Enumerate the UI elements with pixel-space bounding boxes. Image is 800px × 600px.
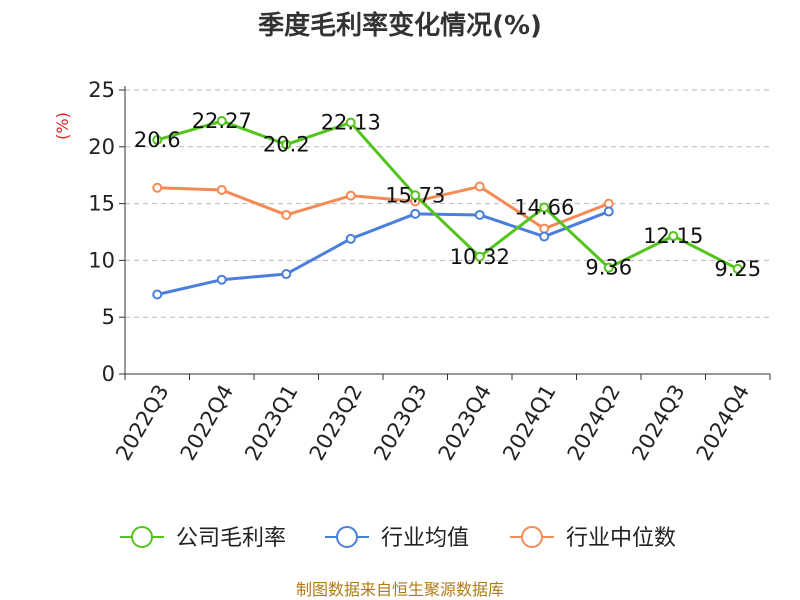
x-tick-label: 2024Q4 <box>692 381 754 465</box>
data-point-2 <box>539 223 550 234</box>
data-point-2 <box>603 198 614 209</box>
y-tick-label: 5 <box>102 305 115 329</box>
data-point-1 <box>281 269 292 280</box>
series-line-0 <box>156 119 739 271</box>
data-label: 14.66 <box>514 195 574 219</box>
data-point-2 <box>345 190 356 201</box>
data-label: 22.13 <box>321 111 381 135</box>
data-label: 12.15 <box>643 224 703 248</box>
data-point-1 <box>216 274 227 285</box>
data-point-1 <box>345 233 356 244</box>
data-label: 20.6 <box>134 128 181 152</box>
data-point-2 <box>216 184 227 195</box>
x-tick-label: 2022Q3 <box>111 381 173 465</box>
y-unit-label: (%) <box>53 112 72 140</box>
data-labels: 20.6 22.27 20.2 22.13 15.73 10.32 14.66 9.36 12.… <box>134 109 761 281</box>
legend-label: 行业均值 <box>381 526 469 551</box>
data-point-0 <box>603 262 614 273</box>
x-tick-label: 2024Q1 <box>498 381 560 465</box>
legend-marker-1 <box>336 526 358 548</box>
data-point-2 <box>281 209 292 220</box>
series-line-2 <box>157 185 610 231</box>
data-label: 20.2 <box>263 133 310 157</box>
data-point-1 <box>152 289 163 300</box>
legend-marker-0 <box>131 526 153 548</box>
data-label: 15.73 <box>385 183 445 207</box>
series-lines <box>152 116 743 300</box>
legend: 公司毛利率 行业均值 行业中位数 <box>120 526 676 551</box>
x-tick-label: 2023Q1 <box>240 381 302 465</box>
data-point-0 <box>474 251 485 262</box>
legend-label: 行业中位数 <box>566 526 676 551</box>
data-label: 9.25 <box>714 257 761 281</box>
data-point-0 <box>152 134 163 145</box>
data-label: 10.32 <box>450 245 510 269</box>
data-point-0 <box>410 190 421 201</box>
x-tick-label: 2023Q3 <box>369 381 431 465</box>
series-line-1 <box>156 210 610 296</box>
y-tick-label: 25 <box>88 78 115 102</box>
data-point-0 <box>216 116 227 127</box>
x-tick-label: 2023Q4 <box>434 381 496 465</box>
axes: 0 5 10 15 20 25 2022Q3 2022Q4 2023Q1 2023Q2 2023Q3… <box>88 78 771 465</box>
x-tick-label: 2022Q4 <box>176 381 238 465</box>
x-tick-label: 2024Q2 <box>563 381 625 465</box>
x-tick-label: 2023Q2 <box>305 381 367 465</box>
data-point-1 <box>539 231 550 242</box>
data-point-0 <box>281 139 292 150</box>
y-tick-label: 0 <box>102 362 115 386</box>
legend-label: 公司毛利率 <box>176 526 286 551</box>
source-note: 制图数据来自恒生聚源数据库 <box>296 580 504 599</box>
data-point-1 <box>603 206 614 217</box>
data-point-0 <box>668 230 679 241</box>
data-point-2 <box>152 182 163 193</box>
y-tick-label: 15 <box>88 192 115 216</box>
data-point-2 <box>474 181 485 192</box>
y-tick-label: 20 <box>88 135 115 159</box>
legend-marker-2 <box>521 526 543 548</box>
y-tick-label: 10 <box>88 248 115 272</box>
data-label: 22.27 <box>192 109 252 133</box>
data-point-1 <box>474 209 485 220</box>
x-tick-label: 2024Q3 <box>627 381 689 465</box>
data-point-0 <box>732 263 743 274</box>
data-label: 9.36 <box>585 256 632 280</box>
data-point-0 <box>539 202 550 213</box>
data-point-1 <box>410 208 421 219</box>
data-point-0 <box>345 117 356 128</box>
chart-title: 季度毛利率变化情况(%) <box>258 10 542 41</box>
